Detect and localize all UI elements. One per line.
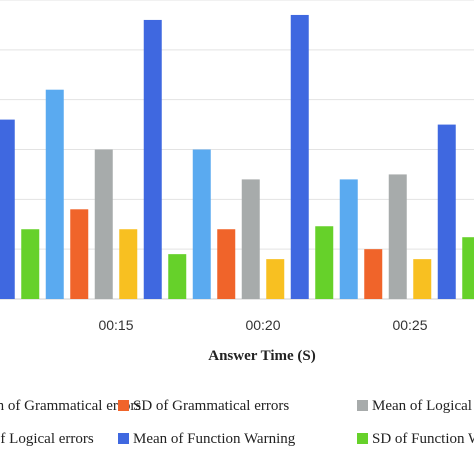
bar [168,254,187,299]
bar [388,174,407,299]
bar [339,179,358,299]
legend-label: SD of Logical errors [0,431,94,447]
legend-label: Mean of Logical errors [372,398,474,414]
bar [315,226,334,299]
bar [364,249,383,299]
legend-swatch [118,433,129,444]
legend-swatch [357,433,368,444]
bar [94,149,113,299]
bar [0,119,15,299]
bar [45,89,64,299]
x-tick-label: 00:25 [392,317,427,333]
bars [0,14,474,300]
bar [437,124,456,299]
bar [217,229,236,299]
legend-label: Mean of Grammatical errors [0,398,141,414]
x-tick-label: 00:20 [245,317,280,333]
bar [192,149,211,299]
bar [290,14,309,299]
bar [119,229,138,299]
bar [413,259,432,299]
legend-label: Mean of Function Warning [133,431,296,447]
legend: Mean of Grammatical errorsSD of Grammati… [0,398,474,447]
bar [21,229,40,299]
bar [266,259,285,299]
legend-swatch [357,400,368,411]
legend-label: SD of Grammatical errors [133,398,289,414]
x-tick-label: 00:15 [98,317,133,333]
legend-swatch [118,400,129,411]
x-axis-title: Answer Time (S) [208,348,316,364]
bar [70,209,89,299]
bar [241,179,260,299]
bar [462,237,474,299]
bar [143,19,162,300]
legend-label: SD of Function Warning [372,431,474,447]
